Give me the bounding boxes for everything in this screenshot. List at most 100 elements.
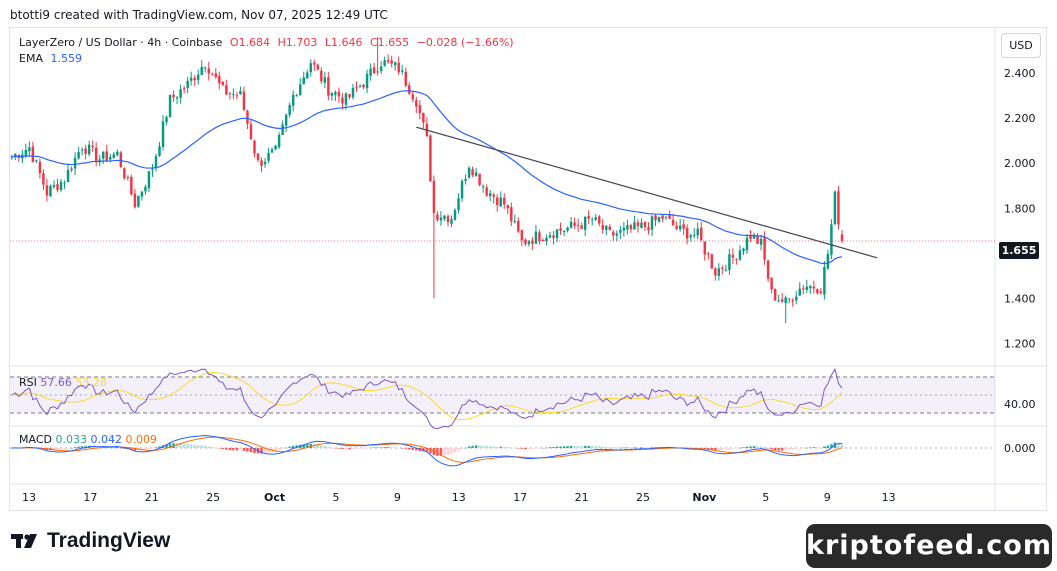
macd-histogram-bar xyxy=(826,445,830,448)
macd-histogram-bar xyxy=(721,448,724,451)
candle-body xyxy=(566,227,569,231)
macd-histogram-bar xyxy=(439,448,443,456)
macd-histogram-bar xyxy=(144,448,147,450)
macd-histogram-bar xyxy=(819,447,823,448)
candle-body xyxy=(193,77,196,81)
candle-body xyxy=(14,153,17,157)
candle-body xyxy=(49,185,52,196)
macd-histogram-bar xyxy=(404,448,407,449)
macd-histogram-bar xyxy=(654,447,657,448)
candle-body xyxy=(165,117,168,122)
candle-body xyxy=(253,140,256,154)
candle-body xyxy=(348,94,351,98)
macd-histogram-bar xyxy=(450,448,453,454)
candle-body xyxy=(24,149,28,157)
candle-body xyxy=(429,135,432,182)
candle-body xyxy=(601,224,604,230)
candle-body xyxy=(249,124,253,140)
macd-histogram-bar xyxy=(728,448,731,450)
candle-body xyxy=(309,63,313,73)
candle-body xyxy=(415,100,418,107)
candle-body xyxy=(650,216,654,230)
candle-body xyxy=(770,278,773,290)
candle-body xyxy=(386,60,390,62)
candle-body xyxy=(640,222,643,228)
candle-body xyxy=(594,217,597,220)
candle-body xyxy=(316,64,320,70)
candle-body xyxy=(731,254,735,258)
macd-histogram-bar xyxy=(520,448,524,449)
macd-tick-label: 0.000 xyxy=(1004,442,1036,455)
candle-body xyxy=(816,289,819,294)
candle-body xyxy=(45,185,49,196)
candle-body xyxy=(474,172,478,176)
macd-histogram-bar xyxy=(770,448,773,450)
candle-body xyxy=(819,291,823,294)
candle-body xyxy=(802,288,805,290)
candle-body xyxy=(284,114,288,126)
candle-body xyxy=(664,216,668,218)
macd-histogram-bar xyxy=(253,448,256,454)
tradingview-logo[interactable]: TradingView xyxy=(11,529,170,553)
candle-body xyxy=(306,72,309,79)
macd-histogram-bar xyxy=(66,448,70,449)
candle-body xyxy=(91,146,94,148)
candle-body xyxy=(263,161,267,165)
candle-body xyxy=(355,87,358,89)
macd-histogram-bar xyxy=(735,448,738,449)
symbol-label[interactable]: LayerZero / US Dollar · 4h · Coinbase xyxy=(19,36,223,49)
macd-histogram-bar xyxy=(337,448,341,449)
macd-histogram-bar xyxy=(323,446,327,448)
macd-histogram-bar xyxy=(383,447,386,448)
candle-body xyxy=(668,215,671,219)
currency-button[interactable]: USD xyxy=(1001,33,1041,58)
macd-histogram-bar xyxy=(411,448,415,451)
candle-body xyxy=(105,151,108,162)
time-tick-label: 13 xyxy=(22,491,36,504)
macd-histogram-bar xyxy=(112,447,116,449)
high-value: H1.703 xyxy=(277,36,318,49)
ema-label[interactable]: EMA xyxy=(19,52,43,65)
rsi-label[interactable]: RSI xyxy=(19,376,37,389)
price-tick-label: 2.000 xyxy=(1004,157,1036,170)
macd-histogram-bar xyxy=(401,448,404,449)
candle-body xyxy=(28,147,31,152)
trendline xyxy=(416,126,878,259)
candle-body xyxy=(277,134,281,148)
time-tick-label: 17 xyxy=(83,491,97,504)
macd-histogram-bar xyxy=(267,448,270,453)
candle-body xyxy=(833,191,837,225)
macd-histogram-bar xyxy=(791,448,794,450)
macd-histogram-bar xyxy=(503,446,506,448)
price-tick-label: 1.400 xyxy=(1004,292,1036,305)
candle-body xyxy=(31,146,35,163)
macd-histogram-bar xyxy=(182,443,186,448)
macd-histogram-bar xyxy=(344,448,348,450)
macd-histogram-bar xyxy=(802,448,805,449)
macd-histogram-bar xyxy=(573,445,576,448)
candle-body xyxy=(478,173,481,186)
macd-histogram-bar xyxy=(457,448,460,452)
macd-histogram-bar xyxy=(752,446,756,448)
macd-histogram-bar xyxy=(151,448,154,449)
candle-body xyxy=(485,187,488,196)
candle-body xyxy=(330,92,334,96)
candle-body xyxy=(619,229,622,233)
macd-histogram-bar xyxy=(714,448,717,451)
candle-body xyxy=(721,267,724,269)
macd-histogram-bar xyxy=(228,448,232,451)
macd-histogram-bar xyxy=(710,448,714,450)
candle-body xyxy=(204,67,207,69)
price-tick-label: 2.400 xyxy=(1004,67,1036,80)
candle-body xyxy=(587,216,590,219)
candle-body xyxy=(295,95,298,97)
macd-histogram-bar xyxy=(548,447,552,448)
candle-body xyxy=(38,161,42,174)
macd-label[interactable]: MACD xyxy=(19,433,52,446)
candle-body xyxy=(780,299,784,302)
candle-body xyxy=(759,238,763,245)
candle-body xyxy=(545,237,548,242)
chart-legend: LayerZero / US Dollar · 4h · Coinbase O1… xyxy=(19,35,518,67)
candle-body xyxy=(200,66,203,75)
